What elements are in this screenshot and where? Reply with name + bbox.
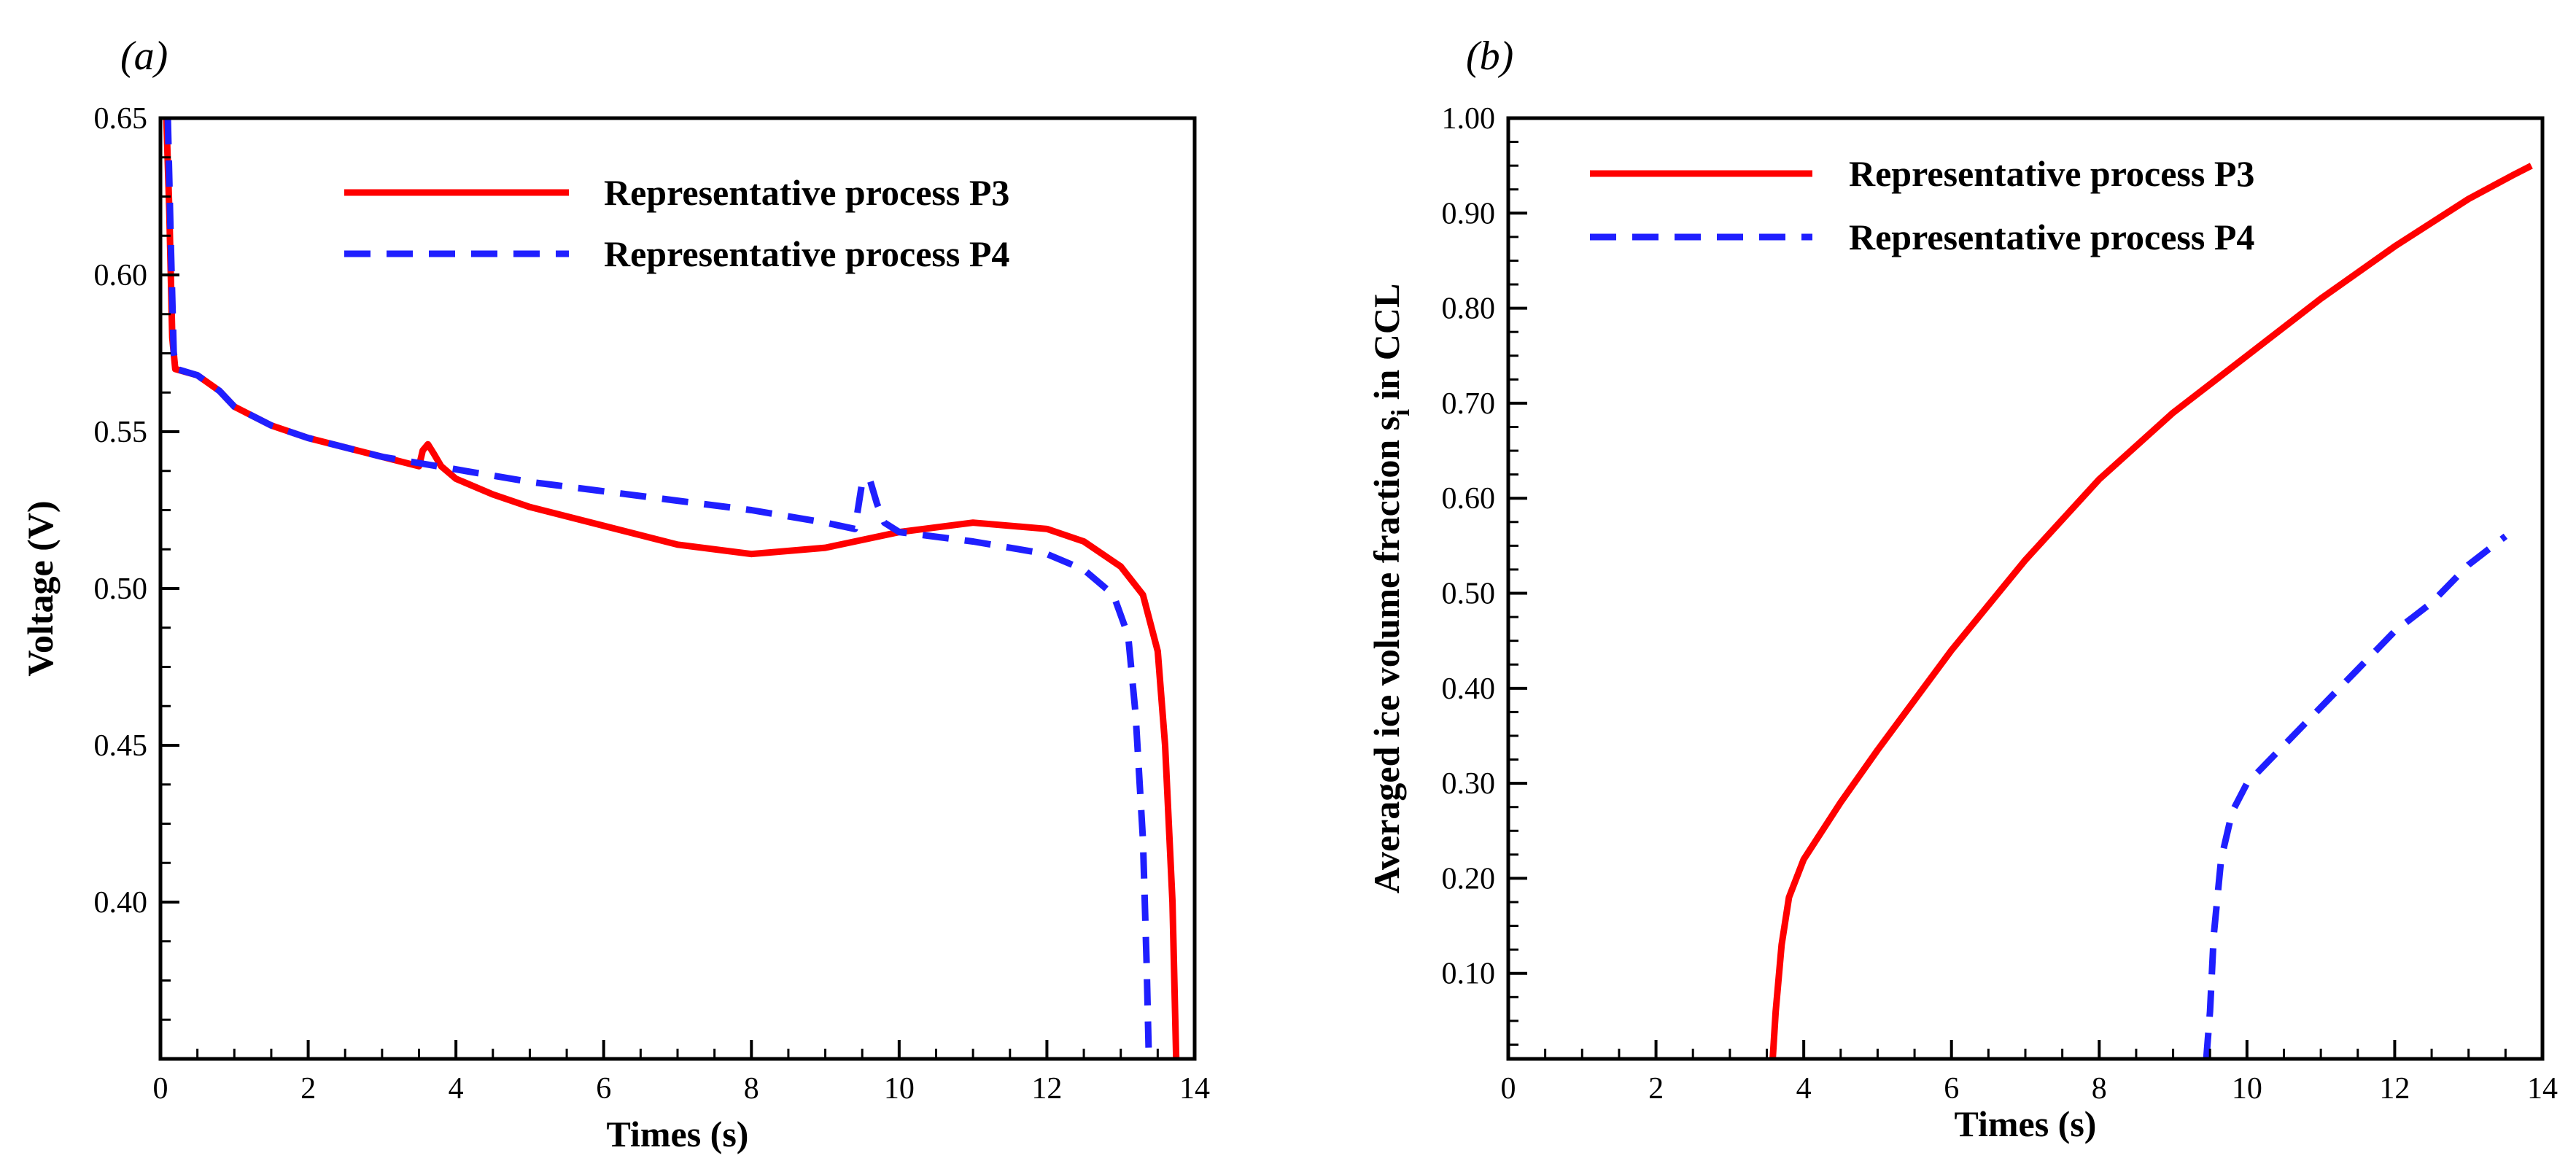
panel-b-ticks	[1507, 117, 2544, 1059]
legend-label-p3: Representative process P3	[1849, 153, 2254, 194]
panel-b-x-axis-title: Times (s)	[1955, 1103, 2097, 1144]
legend-label-p3: Representative process P3	[604, 172, 1009, 213]
y-tick-label: 0.70	[1442, 387, 1496, 421]
x-tick-label: 2	[1648, 1072, 1664, 1106]
panel-b-frame	[1506, 116, 2545, 1061]
x-tick-label: 8	[2092, 1072, 2107, 1106]
panel-b-y-axis-title-suffix: in CCL	[1366, 284, 1407, 409]
panel-a-legend: Representative process P3 Representative…	[344, 172, 1009, 274]
y-tick-label: 0.55	[94, 416, 148, 449]
y-tick-label: 0.30	[1442, 767, 1496, 801]
legend-label-p4: Representative process P4	[604, 233, 1009, 274]
panel-b-y-axis-title-main: Averaged ice volume fraction s	[1366, 416, 1407, 893]
x-tick-label: 10	[884, 1072, 915, 1106]
y-tick-label: 0.60	[94, 259, 148, 292]
series-line-p3	[1769, 163, 2533, 1059]
panel-b-y-axis-title-subscript: i	[1386, 409, 1415, 416]
x-tick-label: 2	[300, 1072, 316, 1106]
x-tick-label: 6	[596, 1072, 611, 1106]
y-tick-label: 0.20	[1442, 862, 1496, 896]
y-tick-label: 0.65	[94, 102, 148, 136]
panel-a-tick-labels: 0 2 4 6 8 10 12 14 0.40 0.45 0.50 0.55 0.60 0.65	[94, 102, 1211, 1106]
panel-b-y-axis-title: Averaged ice volume fraction si in CCL	[1366, 284, 1415, 894]
y-tick-label: 1.00	[1442, 102, 1496, 136]
legend-label-p4: Representative process P4	[1849, 217, 2254, 257]
chart-panel-a: (a) 0 2 4 6 8 10 12 140.400.450.500.550.600.65 …	[20, 34, 1210, 1154]
y-tick-label: 0.40	[94, 886, 148, 920]
y-tick-label: 0.10	[1442, 958, 1496, 991]
panel-b-tick-labels: 0 2 4 6 8 10 12 14 0.10 0.20 0.30 0.40 0.50 0.60 0.70 0…	[1442, 102, 2558, 1106]
y-tick-label: 0.50	[94, 572, 148, 606]
x-tick-label: 0	[153, 1072, 168, 1106]
y-tick-label: 0.45	[94, 729, 148, 763]
panel-a-curves	[163, 118, 1180, 1059]
series-line-p4	[2203, 533, 2508, 1059]
chart-panel-b: (b) 0 2 4 6 8 10 12 140.100.200.300.400.500.600…	[1366, 34, 2558, 1144]
y-tick-label: 0.50	[1442, 578, 1496, 611]
panel-a-y-axis-title: Voltage (V)	[20, 500, 61, 676]
y-tick-label: 0.80	[1442, 292, 1496, 326]
panel-b-label: (b)	[1466, 34, 1513, 79]
x-tick-label: 0	[1501, 1072, 1516, 1106]
x-tick-label: 14	[2527, 1072, 2558, 1106]
x-tick-label: 4	[1796, 1072, 1812, 1106]
x-tick-label: 12	[1031, 1072, 1062, 1106]
y-tick-label: 0.90	[1442, 197, 1496, 230]
y-tick-label: 0.60	[1442, 482, 1496, 516]
panel-a-ticks	[159, 117, 1196, 1060]
x-tick-label: 4	[449, 1072, 464, 1106]
x-tick-label: 14	[1179, 1072, 1210, 1106]
panel-b-legend: Representative process P3 Representative…	[1590, 153, 2254, 257]
y-tick-label: 0.40	[1442, 672, 1496, 706]
x-tick-label: 6	[1944, 1072, 1959, 1106]
x-tick-label: 8	[744, 1072, 759, 1106]
panel-b-curves	[1769, 163, 2533, 1059]
series-line-p4	[164, 118, 1152, 1059]
x-tick-label: 10	[2232, 1072, 2262, 1106]
panel-a-x-axis-title: Times (s)	[607, 1114, 749, 1154]
x-tick-label: 12	[2379, 1072, 2410, 1106]
panel-a-label: (a)	[120, 34, 168, 79]
